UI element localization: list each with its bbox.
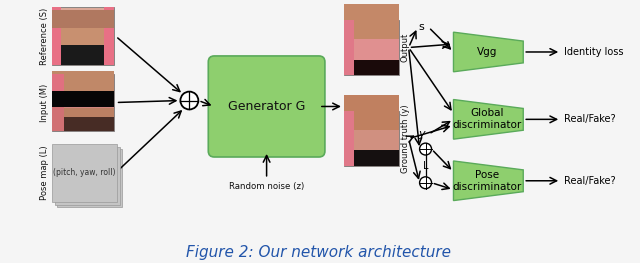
Bar <box>344 20 354 75</box>
Text: Real/Fake?: Real/Fake? <box>564 114 616 124</box>
Text: Reference (S): Reference (S) <box>40 8 49 65</box>
Circle shape <box>180 92 198 109</box>
Bar <box>344 4 399 39</box>
Bar <box>52 74 64 131</box>
Text: Global: Global <box>470 108 504 118</box>
Bar <box>52 117 114 131</box>
Bar <box>52 91 114 108</box>
Text: y: y <box>419 129 425 139</box>
Bar <box>344 150 399 166</box>
Bar <box>344 20 399 75</box>
Text: L: L <box>423 161 428 171</box>
Bar <box>52 108 114 117</box>
Text: Pose: Pose <box>475 170 499 180</box>
Bar <box>104 7 114 65</box>
Text: (pitch, yaw, roll): (pitch, yaw, roll) <box>54 168 116 177</box>
Polygon shape <box>454 99 524 139</box>
Text: s: s <box>419 22 424 32</box>
Text: Pose map (L): Pose map (L) <box>40 145 49 200</box>
Text: Input (M): Input (M) <box>40 83 49 122</box>
Bar <box>344 112 354 166</box>
Bar <box>52 71 114 94</box>
Bar <box>344 95 399 130</box>
Text: Real/Fake?: Real/Fake? <box>564 176 616 186</box>
Text: Figure 2: Our network architecture: Figure 2: Our network architecture <box>186 245 451 260</box>
Text: Generator G: Generator G <box>228 100 305 113</box>
Polygon shape <box>454 161 524 201</box>
Bar <box>55 147 120 205</box>
Text: Identity loss: Identity loss <box>564 47 623 57</box>
Polygon shape <box>454 32 524 72</box>
Bar <box>52 100 114 131</box>
Bar <box>52 74 114 131</box>
Bar <box>344 112 399 166</box>
Text: Vgg: Vgg <box>477 47 497 57</box>
Bar <box>52 7 61 65</box>
Circle shape <box>420 177 431 189</box>
Text: Ground truth (y): Ground truth (y) <box>401 104 410 173</box>
Bar <box>344 59 399 75</box>
FancyBboxPatch shape <box>208 56 325 157</box>
Text: discriminator: discriminator <box>452 182 522 192</box>
Bar <box>52 25 114 45</box>
Text: Output: Output <box>401 33 410 62</box>
Bar <box>52 10 114 28</box>
Text: discriminator: discriminator <box>452 120 522 130</box>
Text: Random noise (z): Random noise (z) <box>229 182 304 191</box>
Circle shape <box>420 143 431 155</box>
Bar <box>52 45 114 65</box>
Bar <box>52 7 114 65</box>
Bar <box>52 144 116 201</box>
Bar <box>57 149 122 206</box>
